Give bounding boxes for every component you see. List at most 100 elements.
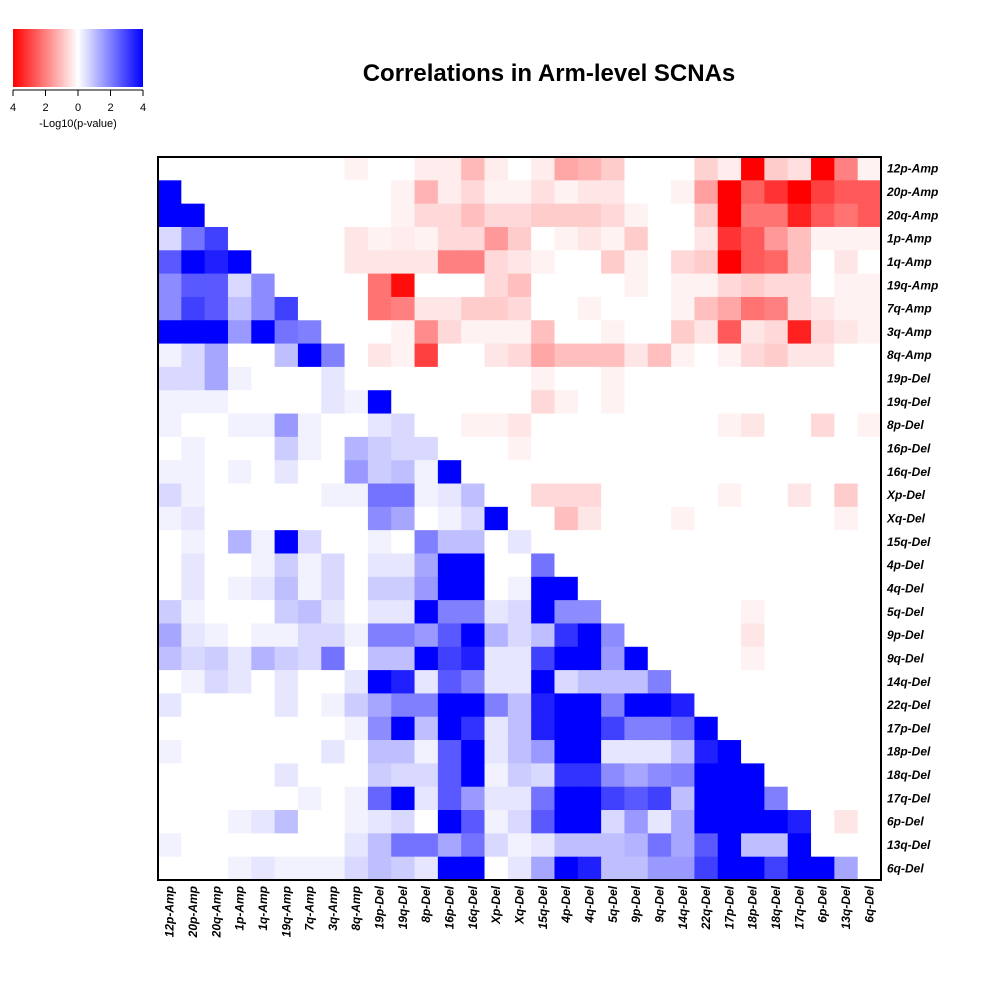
heatmap-cell [811,856,835,881]
heatmap-cell [577,623,602,648]
heatmap-cell [204,226,229,251]
heatmap-cell [554,646,579,671]
heatmap-cell [601,180,626,205]
heatmap-cell [204,670,229,695]
heatmap-cell [741,576,765,601]
heatmap-cell [274,646,299,671]
heatmap-cell [158,320,182,345]
heatmap-cell [437,623,462,648]
heatmap-cell [158,693,182,718]
heatmap-cell [251,436,276,461]
heatmap-cell [321,740,346,764]
heatmap-cell [181,436,206,461]
heatmap-cell [414,856,439,881]
heatmap-cell [321,390,346,415]
column-label: 16p-Del [443,885,457,929]
heatmap-cell [671,483,696,508]
heatmap-cell [181,576,206,601]
heatmap-cell [321,483,346,508]
heatmap-cell [507,203,532,228]
heatmap-cell [437,810,462,834]
heatmap-cell [367,856,392,881]
heatmap-cell [624,483,649,508]
heatmap-cell [764,203,789,228]
heatmap-cell [274,413,299,438]
heatmap-cell [227,157,252,181]
heatmap-cell [764,646,789,671]
heatmap-cell [321,460,346,485]
heatmap-cell [857,646,882,671]
heatmap-cell [647,203,672,228]
heatmap-cell [484,250,509,275]
heatmap-cell [344,576,369,601]
heatmap-cell [158,226,182,251]
heatmap-cell [414,273,439,298]
heatmap-cell [204,436,229,461]
heatmap-cell [717,483,742,508]
heatmap-cell [554,856,579,881]
heatmap-cell [741,810,765,834]
heatmap-cell [717,623,742,648]
row-label: 19p-Del [887,372,931,386]
heatmap-cell [647,436,672,461]
heatmap-cell [671,413,696,438]
heatmap-cell [507,506,532,531]
heatmap-cell [344,763,369,788]
heatmap-cell [624,740,649,764]
column-label: 7q-Amp [303,886,317,931]
heatmap-cell [274,623,299,648]
heatmap-cell [554,157,579,181]
heatmap-cell [461,273,486,298]
heatmap-cell [601,366,626,391]
heatmap-cell [717,413,742,438]
heatmap-cell [227,716,252,741]
heatmap-cell [741,180,765,205]
heatmap-cell [461,810,486,834]
heatmap-cell [717,740,742,764]
heatmap-cell [507,343,532,368]
heatmap-cell [507,576,532,601]
heatmap-cell [811,600,835,625]
heatmap-cell [414,600,439,625]
heatmap-cell [834,483,859,508]
heatmap-cell [857,600,882,625]
column-label: 1p-Amp [233,886,247,931]
heatmap-cell [227,273,252,298]
column-label: 20q-Amp [209,886,223,938]
heatmap-cell [158,506,182,531]
heatmap-cell [811,833,835,858]
heatmap-cell [484,366,509,391]
heatmap-cell [367,343,392,368]
heatmap-cell [577,343,602,368]
heatmap-cell [764,180,789,205]
heatmap-cell [484,856,509,881]
heatmap-cell [741,646,765,671]
heatmap-cell [344,600,369,625]
heatmap-cell [531,343,556,368]
column-label: 8p-Del [419,885,433,922]
heatmap-cell [577,716,602,741]
heatmap-cell [531,623,556,648]
heatmap-cell [367,716,392,741]
heatmap-cell [204,646,229,671]
heatmap-cell [601,623,626,648]
heatmap-cell [181,530,206,555]
heatmap-cell [647,320,672,345]
heatmap-cell [461,483,486,508]
heatmap-cell [321,343,346,368]
heatmap-cell [741,623,765,648]
heatmap-cell [297,203,322,228]
heatmap-cell [764,786,789,811]
heatmap-cell [764,320,789,345]
heatmap-cell [158,623,182,648]
heatmap-cell [274,740,299,764]
heatmap-cell [274,180,299,205]
heatmap-cell [321,436,346,461]
heatmap-cell [531,693,556,718]
heatmap-cell [857,693,882,718]
column-label: 8q-Amp [349,886,363,931]
heatmap-cell [811,646,835,671]
heatmap-cell [531,833,556,858]
heatmap-cell [344,810,369,834]
heatmap-cell [251,343,276,368]
